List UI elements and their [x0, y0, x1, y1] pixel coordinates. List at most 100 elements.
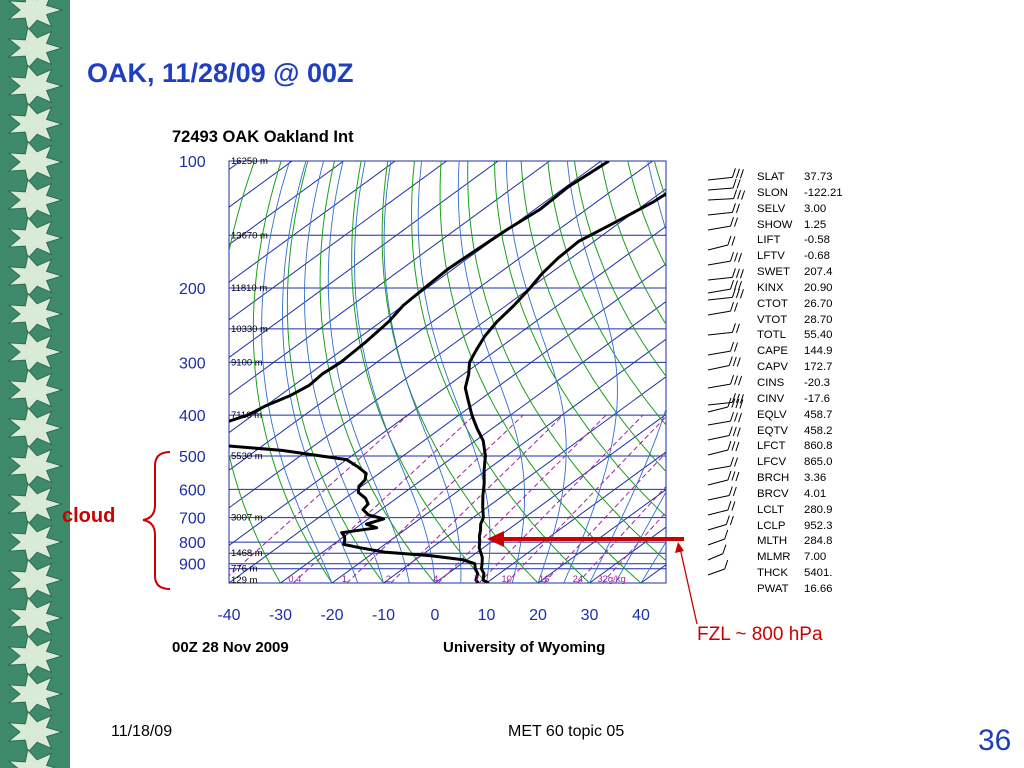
wind-barb-flag — [727, 500, 732, 511]
wind-barb-flag — [731, 323, 736, 333]
dry-adiabat — [351, 161, 487, 583]
wind-barb-flag — [735, 203, 740, 213]
wind-barb-staff — [707, 187, 734, 191]
wind-barb-staff — [707, 198, 734, 201]
index-name: MLMR — [757, 551, 791, 564]
temperature-tick-label: 40 — [632, 607, 650, 624]
isotherm — [229, 161, 653, 471]
moist-adiabat — [505, 161, 567, 583]
index-row: LCLP 952.3 — [757, 519, 843, 535]
index-row: LFCV 865.0 — [757, 455, 843, 471]
dry-adiabat — [547, 161, 666, 426]
mixing-ratio-label: 10 — [501, 574, 512, 585]
pressure-tick-label: 500 — [179, 449, 206, 466]
isotherm — [486, 451, 666, 583]
wind-barb-flag — [734, 217, 738, 227]
leaf-shape — [7, 520, 64, 564]
footer-date: 11/18/09 — [111, 723, 173, 740]
index-name: KINX — [757, 281, 784, 294]
moist-adiabat — [304, 161, 384, 583]
temperature-tick-label: -20 — [320, 607, 343, 624]
index-name: PWAT — [757, 582, 789, 595]
wind-barb-staff — [707, 509, 729, 516]
wind-barb-flag — [731, 168, 736, 178]
index-name: TOTL — [757, 329, 786, 342]
slide-number: 36 — [978, 724, 1012, 757]
pressure-tick-label: 100 — [179, 154, 206, 171]
index-name: LFCV — [757, 456, 787, 469]
moist-adiabat — [261, 161, 333, 583]
leaf-shape — [7, 292, 64, 336]
dewpoint-trace — [229, 161, 610, 583]
isotherm — [331, 338, 666, 583]
mixing-ratio-line — [543, 451, 666, 583]
leaf-shape — [7, 178, 64, 222]
plot-area — [229, 161, 666, 583]
wind-barb-flag — [739, 269, 744, 279]
index-row: KINX 20.90 — [757, 281, 843, 297]
leaf-shape — [7, 710, 64, 754]
index-value: -0.68 — [804, 250, 830, 263]
wind-barb-flag — [739, 394, 744, 404]
height-label: 776 m — [231, 564, 257, 575]
index-name: MLTH — [757, 535, 788, 548]
leaf-shape — [7, 368, 64, 412]
mixing-ratio-label: 24 — [573, 574, 584, 585]
isotherm — [383, 376, 666, 583]
index-row: SWET 207.4 — [757, 265, 843, 281]
height-label: 3007 m — [231, 513, 263, 524]
wind-barb-flag — [728, 356, 733, 366]
wind-barb-flag — [737, 189, 742, 200]
wind-barb-flag — [732, 486, 737, 497]
index-name: VTOT — [757, 313, 788, 326]
wind-barb-flag — [738, 252, 742, 263]
height-label: 9100 m — [231, 357, 263, 368]
decorative-leaf-border — [0, 0, 70, 768]
wind-barb-flag — [730, 456, 734, 467]
wind-barb-flag — [727, 397, 732, 408]
wind-barb-flag — [728, 486, 733, 496]
wind-barb-flag — [731, 501, 736, 511]
index-value: 20.90 — [804, 281, 833, 294]
wind-barb-flag — [730, 374, 734, 385]
index-value: 3.00 — [804, 202, 827, 215]
wind-barb-flag — [732, 356, 737, 367]
isotherm — [229, 161, 447, 321]
mixing-ratio-label: 1 — [342, 574, 347, 585]
index-value: 37.73 — [804, 171, 833, 183]
wind-barb-flag — [735, 471, 740, 482]
wind-barb-flag — [724, 559, 729, 570]
wind-barb-staff — [707, 244, 729, 251]
leaf-shape — [7, 330, 64, 374]
index-value: 3.36 — [804, 472, 827, 485]
isotherm — [229, 161, 499, 359]
dry-adiabat — [520, 161, 666, 473]
index-row: CAPE 144.9 — [757, 344, 843, 360]
chart-title: 72493 OAK Oakland Int — [172, 128, 354, 146]
index-value: 458.2 — [804, 424, 833, 437]
index-row: MLTH 284.8 — [757, 534, 843, 550]
index-row: SELV 3.00 — [757, 202, 843, 218]
height-label: 1468 m — [231, 548, 263, 559]
wind-barb-flag — [735, 168, 740, 178]
index-name: EQTV — [757, 424, 789, 437]
index-row: LFTV -0.68 — [757, 249, 843, 265]
wind-barb-flag — [728, 426, 733, 436]
wind-barb-staff — [707, 420, 731, 426]
index-value: 207.4 — [804, 266, 833, 279]
index-row: CINS -20.3 — [757, 376, 843, 392]
index-row: LIFT -0.58 — [757, 233, 843, 249]
mixing-ratio-label: 7 — [474, 574, 479, 585]
wind-barb-flag — [731, 441, 736, 451]
pressure-tick-label: 600 — [179, 482, 206, 499]
mixing-ratio-line — [346, 414, 524, 583]
wind-barb-flag — [739, 289, 744, 299]
wind-barb-flag — [727, 470, 732, 481]
index-name: CINV — [757, 392, 785, 405]
height-label: 11810 m — [231, 283, 267, 294]
moist-adiabat — [614, 490, 666, 583]
wind-barb-flag — [738, 412, 742, 423]
annotation-overlay — [142, 451, 698, 625]
index-name: SLON — [757, 186, 789, 199]
index-value: 952.3 — [804, 519, 833, 532]
